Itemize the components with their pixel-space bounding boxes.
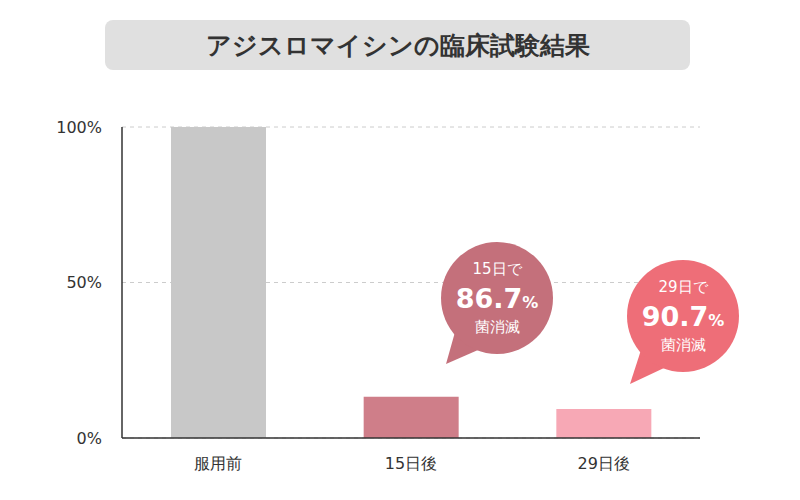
svg-text:86.7%: 86.7%	[456, 283, 539, 314]
svg-text:0%: 0%	[77, 429, 102, 448]
svg-text:29日後: 29日後	[577, 454, 629, 473]
svg-text:菌消滅: 菌消滅	[475, 318, 520, 336]
svg-text:15日後: 15日後	[385, 454, 437, 473]
svg-text:菌消滅: 菌消滅	[661, 336, 706, 354]
svg-text:90.7%: 90.7%	[642, 301, 725, 332]
svg-text:100%: 100%	[56, 118, 102, 137]
svg-text:50%: 50%	[66, 273, 102, 292]
svg-text:服用前: 服用前	[194, 454, 242, 473]
html-text:アジスロマイシンの臨床試験結果: アジスロマイシンの臨床試験結果	[205, 30, 590, 60]
svg-text:15日で: 15日で	[472, 260, 522, 278]
svg-text:29日で: 29日で	[658, 278, 708, 296]
